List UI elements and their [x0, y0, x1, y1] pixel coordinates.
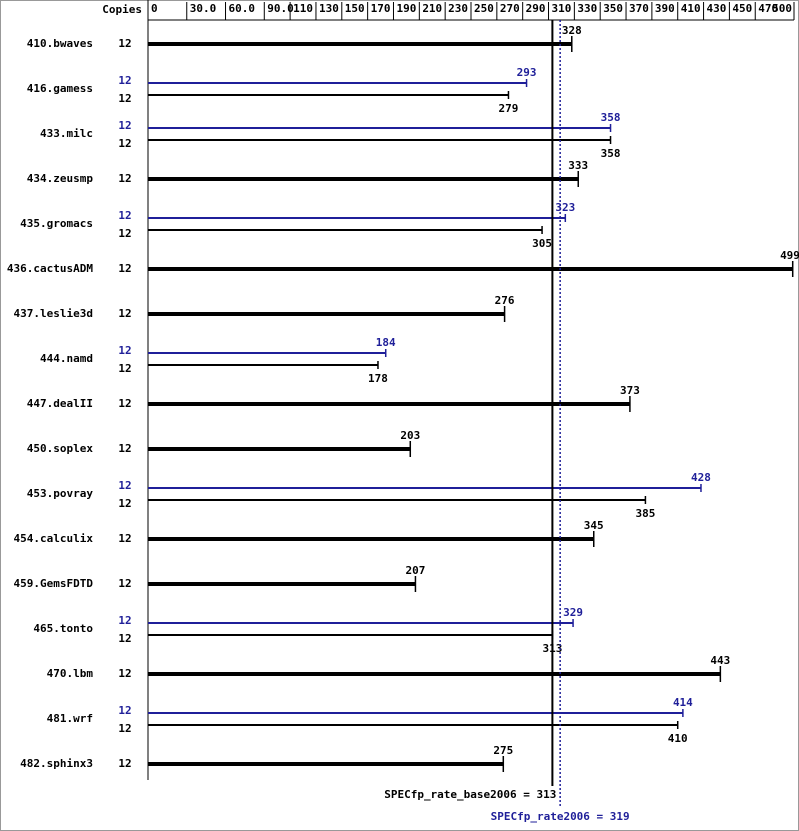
copies: 12 [118, 307, 131, 320]
value-label: 410 [668, 732, 688, 745]
copies-header: Copies [102, 3, 142, 16]
copies: 12 [118, 577, 131, 590]
copies: 12 [118, 74, 131, 87]
x-tick-label: 450 [732, 2, 752, 15]
x-tick-label: 90.0 [267, 2, 294, 15]
value-label: 276 [495, 294, 515, 307]
copies: 12 [118, 397, 131, 410]
x-tick-label: 210 [422, 2, 442, 15]
value-label: 443 [710, 654, 730, 667]
value-label: 499 [780, 249, 799, 262]
x-tick-label: 370 [629, 2, 649, 15]
x-tick-label: 60.0 [229, 2, 256, 15]
copies: 12 [118, 119, 131, 132]
benchmark-label: 434.zeusmp [27, 172, 94, 185]
value-label: 345 [584, 519, 604, 532]
benchmark-label: 450.soplex [27, 442, 94, 455]
benchmark-label: 410.bwaves [27, 37, 93, 50]
x-tick-label: 130 [319, 2, 339, 15]
copies: 12 [118, 479, 131, 492]
copies: 12 [118, 497, 131, 510]
x-tick-label: 190 [396, 2, 416, 15]
benchmark-label: 454.calculix [14, 532, 94, 545]
copies: 12 [118, 37, 131, 50]
value-label: 328 [562, 24, 582, 37]
value-label: 358 [601, 111, 621, 124]
copies: 12 [118, 92, 131, 105]
value-label: 178 [368, 372, 388, 385]
copies: 12 [118, 532, 131, 545]
copies: 12 [118, 704, 131, 717]
copies: 12 [118, 209, 131, 222]
benchmark-label: 444.namd [40, 352, 93, 365]
x-tick-label: 470 [758, 2, 778, 15]
copies: 12 [118, 227, 131, 240]
x-tick-label: 30.0 [190, 2, 217, 15]
value-label: 385 [635, 507, 655, 520]
copies: 12 [118, 442, 131, 455]
benchmark-label: 470.lbm [47, 667, 94, 680]
copies: 12 [118, 262, 131, 275]
copies: 12 [118, 667, 131, 680]
value-label: 207 [406, 564, 426, 577]
value-label: 428 [691, 471, 711, 484]
x-tick-label: 170 [371, 2, 391, 15]
value-label: 414 [673, 696, 693, 709]
benchmark-label: 435.gromacs [20, 217, 93, 230]
benchmark-label: 447.dealII [27, 397, 93, 410]
benchmark-label: 465.tonto [33, 622, 93, 635]
x-tick-label: 0 [151, 2, 158, 15]
value-label: 373 [620, 384, 640, 397]
x-tick-label: 410 [681, 2, 701, 15]
x-tick-label: 110 [293, 2, 313, 15]
value-label: 323 [555, 201, 575, 214]
copies: 12 [118, 172, 131, 185]
benchmark-label: 481.wrf [47, 712, 93, 725]
benchmark-label: 437.leslie3d [14, 307, 93, 320]
value-label: 333 [568, 159, 588, 172]
copies: 12 [118, 722, 131, 735]
copies: 12 [118, 137, 131, 150]
benchmark-label: 436.cactusADM [7, 262, 93, 275]
reference-label: SPECfp_rate_base2006 = 313 [384, 788, 556, 801]
x-tick-label: 230 [448, 2, 468, 15]
x-tick-label: 500 [772, 2, 792, 15]
value-label: 184 [376, 336, 396, 349]
x-tick-label: 250 [474, 2, 494, 15]
x-tick-label: 150 [345, 2, 365, 15]
reference-label: SPECfp_rate2006 = 319 [491, 810, 630, 823]
copies: 12 [118, 632, 131, 645]
copies: 12 [118, 344, 131, 357]
benchmark-label: 416.gamess [27, 82, 93, 95]
value-label: 279 [499, 102, 519, 115]
copies: 12 [118, 614, 131, 627]
benchmark-label: 459.GemsFDTD [14, 577, 94, 590]
x-tick-label: 270 [500, 2, 520, 15]
value-label: 329 [563, 606, 583, 619]
copies: 12 [118, 757, 131, 770]
value-label: 203 [400, 429, 420, 442]
value-label: 358 [601, 147, 621, 160]
value-label: 293 [517, 66, 537, 79]
x-tick-label: 430 [707, 2, 727, 15]
x-tick-label: 390 [655, 2, 675, 15]
copies: 12 [118, 362, 131, 375]
x-tick-label: 310 [552, 2, 572, 15]
benchmark-label: 482.sphinx3 [20, 757, 93, 770]
x-tick-label: 350 [603, 2, 623, 15]
x-tick-label: 290 [526, 2, 546, 15]
x-tick-label: 330 [577, 2, 597, 15]
benchmark-label: 453.povray [27, 487, 94, 500]
value-label: 305 [532, 237, 552, 250]
benchmark-label: 433.milc [40, 127, 93, 140]
value-label: 275 [493, 744, 513, 757]
